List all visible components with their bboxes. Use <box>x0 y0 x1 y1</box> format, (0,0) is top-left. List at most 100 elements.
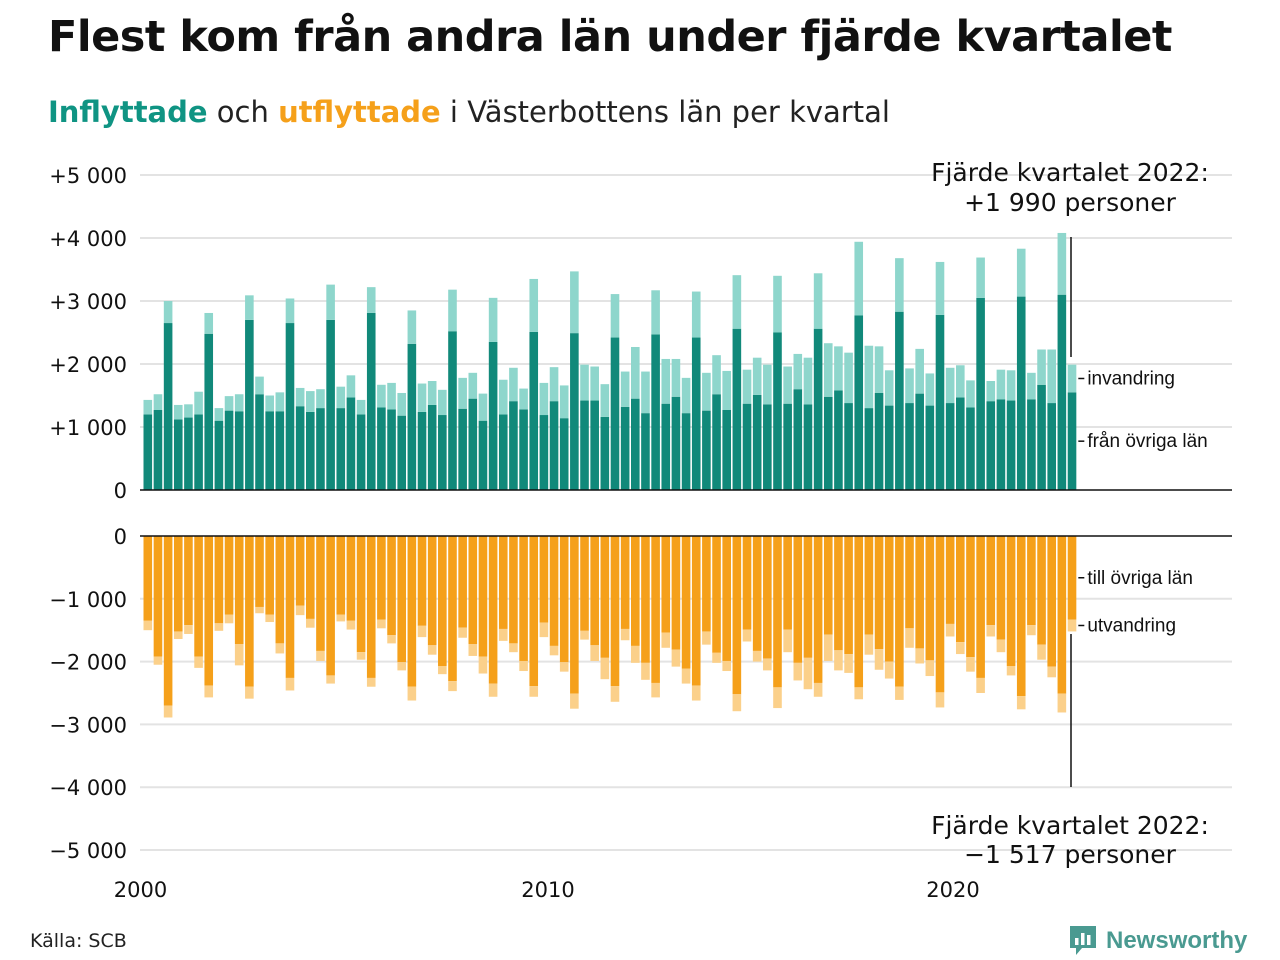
y-tick-label: −3 000 <box>49 713 127 737</box>
bar-outflow-domestic <box>996 536 1006 640</box>
bar-inflow-immigration <box>976 257 985 298</box>
bar-outflow-domestic <box>448 536 457 682</box>
bar-inflow-immigration <box>1067 364 1077 393</box>
bar-outflow-emigration <box>387 635 396 644</box>
bar-outflow-domestic <box>661 536 671 633</box>
bar-inflow-immigration <box>590 366 599 401</box>
bar-inflow-immigration <box>204 312 214 334</box>
bar-outflow-emigration <box>458 627 467 638</box>
bar-outflow-domestic <box>813 536 823 683</box>
bar-inflow-immigration <box>458 377 467 409</box>
bar-inflow-immigration <box>214 408 224 421</box>
bar-inflow-immigration <box>173 404 183 420</box>
bar-inflow-domestic <box>316 408 325 490</box>
bar-inflow-immigration <box>773 275 782 333</box>
bar-inflow-domestic <box>641 413 650 490</box>
bar-inflow-immigration <box>488 297 498 342</box>
bar-inflow-immigration <box>397 392 407 416</box>
bar-outflow-emigration <box>509 643 518 653</box>
bar-inflow-immigration <box>956 365 965 398</box>
bar-inflow-domestic <box>1027 399 1036 490</box>
bar-outflow-domestic <box>316 536 325 651</box>
label-till-ovriga-lan: till övriga län <box>1087 568 1193 589</box>
bar-outflow-domestic <box>864 536 874 635</box>
bar-outflow-emigration <box>529 686 539 697</box>
y-tick-label: 0 <box>114 525 127 549</box>
bar-outflow-emigration <box>935 692 945 708</box>
bar-outflow-emigration <box>204 685 214 698</box>
bar-inflow-immigration <box>661 358 671 404</box>
bar-inflow-domestic <box>732 328 742 490</box>
bar-outflow-emigration <box>986 625 996 637</box>
bar-outflow-emigration <box>752 650 762 662</box>
bar-inflow-immigration <box>468 372 478 399</box>
label-invandring: invandring <box>1087 368 1175 389</box>
bar-outflow-domestic <box>194 536 203 657</box>
bar-inflow-domestic <box>224 410 234 490</box>
x-tick-label: 2020 <box>926 878 979 902</box>
bar-inflow-domestic <box>712 394 721 490</box>
bar-outflow-emigration <box>600 657 610 680</box>
bar-outflow-domestic <box>245 536 254 687</box>
bar-outflow-emigration <box>224 614 234 624</box>
y-tick-label: +3 000 <box>49 290 127 314</box>
bar-outflow-domestic <box>631 536 640 646</box>
bar-inflow-immigration <box>712 355 721 395</box>
bar-outflow-domestic <box>1016 536 1026 697</box>
bar-inflow-domestic <box>143 414 153 490</box>
bar-inflow-immigration <box>600 384 610 417</box>
bar-inflow-immigration <box>1037 349 1046 385</box>
bar-outflow-domestic <box>834 536 843 651</box>
bar-outflow-emigration <box>285 677 295 691</box>
bar-inflow-immigration <box>813 273 823 329</box>
bar-inflow-immigration <box>945 367 955 404</box>
bar-outflow-domestic <box>488 536 498 684</box>
bar-outflow-domestic <box>915 536 924 649</box>
bar-inflow-immigration <box>570 271 579 334</box>
y-tick-label: −2 000 <box>49 651 127 675</box>
bar-outflow-emigration <box>834 650 843 671</box>
bar-outflow-domestic <box>773 536 782 688</box>
bar-outflow-emigration <box>539 622 549 638</box>
bar-inflow-domestic <box>549 401 559 490</box>
bar-outflow-domestic <box>752 536 762 651</box>
bar-inflow-domestic <box>559 418 569 490</box>
bar-inflow-domestic <box>752 394 762 490</box>
bar-outflow-emigration <box>427 645 437 655</box>
bar-inflow-domestic <box>184 417 193 490</box>
bar-inflow-domestic <box>173 419 183 490</box>
bar-inflow-immigration <box>752 357 762 395</box>
bar-inflow-immigration <box>610 294 620 338</box>
bar-inflow-domestic <box>448 331 457 490</box>
bar-outflow-emigration <box>803 657 813 690</box>
bar-inflow-immigration <box>559 385 569 419</box>
bar-outflow-domestic <box>702 536 711 632</box>
bar-inflow-immigration <box>143 399 153 415</box>
bar-outflow-domestic <box>478 536 488 657</box>
bar-outflow-domestic <box>275 536 285 644</box>
bar-outflow-domestic <box>722 536 732 661</box>
bar-outflow-emigration <box>956 642 965 655</box>
bar-inflow-domestic <box>986 401 996 490</box>
bar-outflow-emigration <box>661 632 671 648</box>
bar-inflow-immigration <box>265 395 274 412</box>
bar-outflow-emigration <box>742 629 752 642</box>
bar-outflow-domestic <box>326 536 335 676</box>
bar-outflow-domestic <box>712 536 721 653</box>
bar-inflow-domestic <box>397 415 407 490</box>
bar-inflow-domestic <box>214 420 224 490</box>
bar-inflow-domestic <box>509 401 518 490</box>
bar-inflow-immigration <box>631 346 640 399</box>
bar-inflow-immigration <box>620 371 630 407</box>
bar-outflow-emigration <box>316 650 325 661</box>
bar-inflow-domestic <box>773 332 782 490</box>
bar-inflow-domestic <box>813 328 823 490</box>
bar-outflow-domestic <box>346 536 356 621</box>
bar-inflow-immigration <box>681 377 691 414</box>
bar-inflow-immigration <box>285 298 295 324</box>
bar-inflow-domestic <box>194 414 203 490</box>
bar-inflow-domestic <box>661 403 671 490</box>
bar-inflow-immigration <box>915 348 924 394</box>
bar-inflow-immigration <box>438 389 447 416</box>
bar-inflow-domestic <box>377 407 386 490</box>
